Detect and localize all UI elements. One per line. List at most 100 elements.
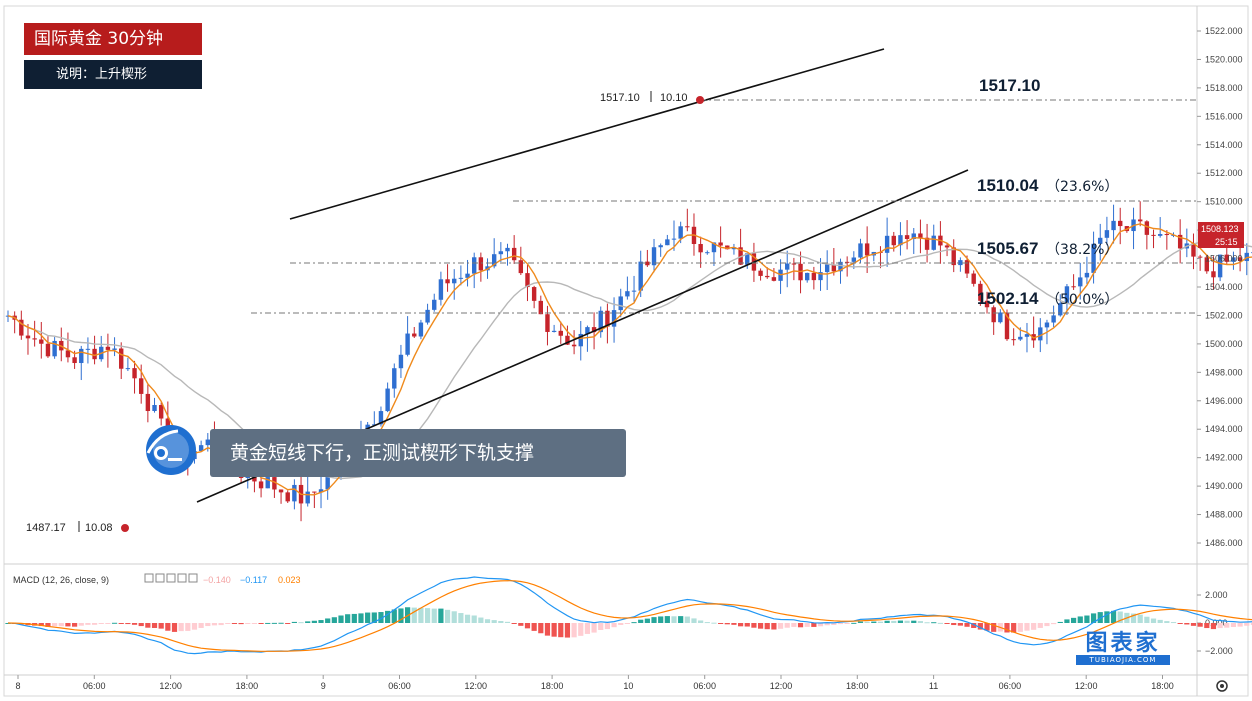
- candle-body[interactable]: [452, 278, 457, 284]
- candle-body[interactable]: [944, 245, 950, 248]
- candle-body[interactable]: [292, 484, 297, 502]
- candle-body[interactable]: [898, 235, 903, 246]
- candle-body[interactable]: [551, 330, 557, 332]
- candle-body[interactable]: [145, 393, 151, 412]
- candle-body[interactable]: [758, 270, 763, 276]
- candle-body[interactable]: [911, 233, 916, 240]
- candle-body[interactable]: [85, 348, 91, 350]
- candle-body[interactable]: [705, 252, 710, 254]
- candle-body[interactable]: [1237, 257, 1243, 262]
- candle-body[interactable]: [585, 327, 590, 334]
- candle-body[interactable]: [518, 260, 524, 274]
- candle-body[interactable]: [831, 264, 837, 272]
- candle-body[interactable]: [285, 492, 290, 502]
- candle-body[interactable]: [545, 314, 550, 332]
- candle-body[interactable]: [838, 261, 843, 272]
- candle-body[interactable]: [378, 411, 384, 425]
- candle-body[interactable]: [591, 327, 597, 333]
- candle-body[interactable]: [105, 346, 111, 350]
- candle-body[interactable]: [92, 348, 97, 360]
- candle-body[interactable]: [511, 247, 517, 261]
- macd-pane[interactable]: 2.000 0.000 −2.000: [5, 576, 1252, 656]
- candle-body[interactable]: [631, 290, 637, 292]
- candle-body[interactable]: [618, 296, 623, 311]
- candle-body[interactable]: [1098, 237, 1103, 244]
- candle-body[interactable]: [791, 263, 797, 265]
- candle-body[interactable]: [119, 348, 124, 369]
- candle-body[interactable]: [205, 439, 210, 446]
- candle-body[interactable]: [565, 335, 570, 345]
- candle-body[interactable]: [991, 307, 996, 323]
- candle-body[interactable]: [904, 235, 910, 240]
- candle-body[interactable]: [1191, 243, 1196, 257]
- candle-body[interactable]: [1051, 315, 1056, 323]
- candle-body[interactable]: [1091, 243, 1096, 273]
- candle-body[interactable]: [598, 310, 603, 333]
- candle-body[interactable]: [418, 322, 424, 337]
- candle-body[interactable]: [465, 273, 470, 278]
- candle-body[interactable]: [152, 405, 157, 412]
- candle-body[interactable]: [685, 226, 690, 228]
- candle-body[interactable]: [931, 235, 936, 250]
- candle-body[interactable]: [651, 247, 657, 266]
- candle-body[interactable]: [571, 344, 577, 347]
- candle-body[interactable]: [272, 477, 277, 490]
- candle-body[interactable]: [678, 226, 683, 239]
- candle-body[interactable]: [978, 283, 983, 301]
- candle-body[interactable]: [1211, 271, 1216, 278]
- candle-body[interactable]: [445, 279, 450, 284]
- candle-body[interactable]: [765, 275, 770, 278]
- low-marker[interactable]: [121, 524, 129, 532]
- candle-body[interactable]: [458, 277, 464, 279]
- candle-body[interactable]: [1177, 234, 1183, 249]
- candle-body[interactable]: [725, 245, 730, 250]
- candle-body[interactable]: [971, 273, 976, 284]
- candle-body[interactable]: [305, 491, 310, 504]
- candle-body[interactable]: [611, 310, 617, 327]
- candle-body[interactable]: [958, 260, 963, 266]
- candle-body[interactable]: [32, 338, 37, 340]
- candle-body[interactable]: [438, 279, 444, 300]
- candle-body[interactable]: [312, 491, 317, 493]
- candle-body[interactable]: [785, 263, 790, 270]
- candle-body[interactable]: [1224, 254, 1229, 262]
- candle-body[interactable]: [52, 340, 57, 357]
- candle-body[interactable]: [864, 243, 870, 256]
- candle-body[interactable]: [805, 272, 810, 281]
- candle-body[interactable]: [1138, 219, 1143, 222]
- candle-body[interactable]: [491, 254, 497, 267]
- candle-body[interactable]: [658, 245, 663, 248]
- candle-body[interactable]: [964, 260, 970, 274]
- candle-body[interactable]: [412, 333, 417, 337]
- candle-body[interactable]: [19, 319, 24, 336]
- candle-body[interactable]: [1044, 322, 1050, 328]
- candle-body[interactable]: [1058, 303, 1063, 316]
- candle-body[interactable]: [891, 235, 896, 246]
- candle-body[interactable]: [984, 300, 990, 308]
- candle-body[interactable]: [125, 368, 131, 370]
- candle-body[interactable]: [198, 445, 204, 451]
- candle-body[interactable]: [1111, 220, 1116, 231]
- candle-body[interactable]: [578, 333, 583, 347]
- candle-body[interactable]: [998, 312, 1003, 323]
- candle-body[interactable]: [1011, 339, 1016, 341]
- candle-body[interactable]: [79, 348, 84, 364]
- candle-body[interactable]: [645, 261, 650, 266]
- candle-body[interactable]: [258, 481, 264, 489]
- candle-body[interactable]: [45, 343, 51, 357]
- time-axis[interactable]: 8 06:00 12:00 18:00 9 06:00 12:00 18:00 10 06:00 1…: [15, 675, 1174, 691]
- candle-body[interactable]: [638, 261, 643, 291]
- wedge-upper-line[interactable]: [289, 48, 885, 220]
- candle-body[interactable]: [558, 330, 563, 336]
- candle-body[interactable]: [811, 272, 817, 281]
- candle-body[interactable]: [72, 357, 77, 364]
- candle-body[interactable]: [385, 388, 390, 412]
- candle-body[interactable]: [625, 291, 630, 297]
- candle-body[interactable]: [844, 261, 850, 263]
- candle-body[interactable]: [1038, 327, 1043, 341]
- candle-body[interactable]: [39, 339, 44, 344]
- candle-body[interactable]: [671, 238, 677, 240]
- candle-body[interactable]: [398, 354, 404, 369]
- candle-body[interactable]: [1018, 336, 1023, 340]
- candle-body[interactable]: [605, 310, 610, 327]
